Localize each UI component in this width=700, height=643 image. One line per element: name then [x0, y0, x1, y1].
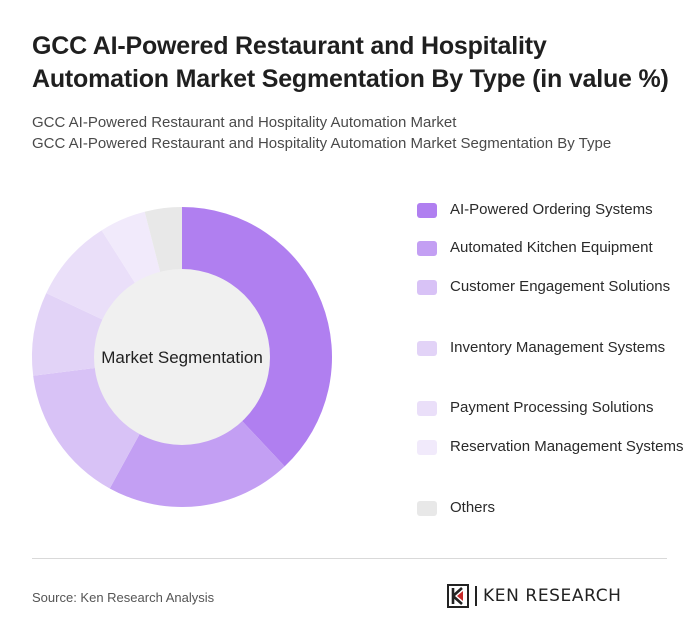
- legend-swatch: [417, 203, 437, 218]
- donut-slices: [31, 207, 333, 508]
- legend-swatch: [417, 280, 437, 295]
- legend-swatch: [417, 341, 437, 356]
- donut-slice-5: [46, 230, 137, 321]
- legend-label: Others: [450, 499, 496, 516]
- donut-slice-3: [33, 367, 142, 489]
- legend-label: Customer Engagement Solutions: [450, 278, 671, 295]
- ken-research-logo-icon: [447, 584, 469, 608]
- donut-slice-2: [109, 418, 285, 508]
- legend-label: Automated Kitchen Equipment: [450, 239, 653, 256]
- legend-item: Reservation Management Systems: [417, 436, 700, 458]
- donut-slice-6: [101, 211, 161, 286]
- brand-separator: [475, 586, 477, 606]
- donut-slice-1: [182, 207, 333, 467]
- donut-center-label: Market Segmentation: [101, 348, 263, 367]
- footer-divider: [32, 558, 667, 559]
- legend-swatch: [417, 401, 437, 416]
- legend-item: AI-Powered Ordering Systems: [417, 199, 700, 221]
- legend-label: AI-Powered Ordering Systems: [450, 201, 653, 218]
- donut-center: [94, 269, 270, 445]
- legend-item: Payment Processing Solutions: [417, 397, 700, 419]
- donut-chart-svg: Market Segmentation: [31, 207, 333, 508]
- legend-label: Payment Processing Solutions: [450, 399, 654, 416]
- legend-item: Customer Engagement Solutions: [417, 276, 700, 298]
- legend-item: Others: [417, 497, 700, 519]
- brand-logo-block: KEN RESEARCH: [447, 584, 622, 608]
- donut-slice-7: [144, 207, 182, 275]
- chart-title: GCC AI-Powered Restaurant and Hospitalit…: [32, 32, 669, 93]
- legend-swatch: [417, 501, 437, 516]
- legend-swatch: [417, 241, 437, 256]
- legend-label: Reservation Management Systems: [450, 438, 684, 455]
- donut-chart: Market Segmentation: [25, 200, 340, 515]
- legend-item: Inventory Management Systems: [417, 337, 700, 359]
- donut-slice-4: [31, 293, 106, 376]
- legend-label: Inventory Management Systems: [450, 339, 666, 356]
- brand-name: KEN RESEARCH: [483, 586, 622, 606]
- legend-item: Automated Kitchen Equipment: [417, 237, 700, 259]
- chart-subtitle-line-1: GCC AI-Powered Restaurant and Hospitalit…: [32, 114, 457, 131]
- legend-swatch: [417, 440, 437, 455]
- source-note: Source: Ken Research Analysis: [32, 590, 215, 605]
- chart-subtitle-line-2: GCC AI-Powered Restaurant and Hospitalit…: [32, 135, 612, 152]
